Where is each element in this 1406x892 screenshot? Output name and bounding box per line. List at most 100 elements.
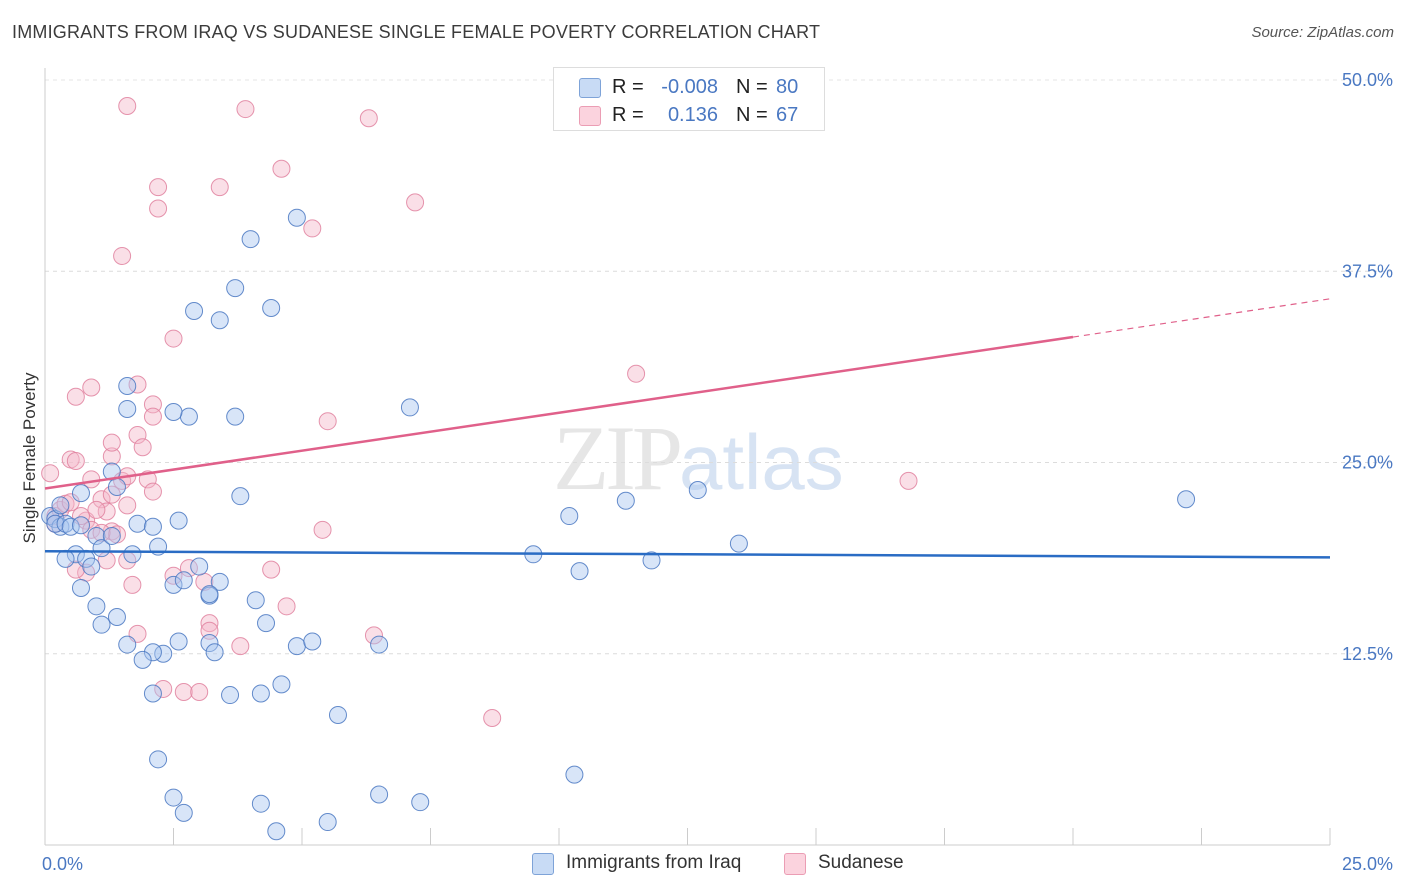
sudanese-point [318, 412, 337, 431]
iraq-point [616, 491, 635, 510]
sudanese-point [359, 109, 378, 128]
tick-labels: 12.5% 25.0% 37.5% 50.0% 0.0% 25.0% [42, 70, 1393, 874]
sudanese-point [303, 219, 322, 238]
sudanese-point [262, 560, 281, 579]
iraq-point [565, 765, 584, 784]
legend-r-label: R = [612, 104, 644, 126]
legend-n-value: 80 [776, 76, 799, 98]
iraq-point [241, 230, 260, 249]
iraq-point [411, 793, 430, 812]
legend-r-label: R = [612, 76, 644, 98]
sudanese-point [143, 395, 162, 414]
iraq-point [318, 813, 337, 832]
sudanese-point [102, 433, 121, 452]
sudanese-point [236, 100, 255, 119]
iraq-point [82, 557, 101, 576]
iraq-point [560, 507, 579, 526]
sudanese-point [174, 683, 193, 701]
sudanese-point [41, 464, 60, 483]
iraq-point [262, 298, 281, 317]
iraq-point [231, 487, 250, 506]
iraq-point [1177, 490, 1196, 509]
iraq-point [128, 514, 147, 533]
iraq-point [210, 572, 229, 591]
sudanese-points [41, 97, 918, 728]
iraq-point [66, 545, 85, 564]
iraq-point [251, 794, 270, 813]
iraq-point [328, 705, 347, 724]
sudanese-point [66, 387, 85, 406]
chart-title: IMMIGRANTS FROM IRAQ VS SUDANESE SINGLE … [12, 22, 821, 42]
sudanese-point [118, 97, 137, 116]
sudanese-point [406, 193, 425, 212]
legend-r-value: 0.136 [667, 104, 718, 126]
iraq-point [71, 484, 90, 503]
iraq-point [102, 526, 121, 545]
legend-n-label: N = [736, 104, 768, 126]
y-tick-label: 50.0% [1342, 70, 1393, 90]
legend-row-iraq: R = -0.008 N = 80 [554, 74, 824, 100]
iraq-point [200, 585, 219, 604]
sudanese-point [200, 614, 219, 633]
axes [44, 68, 1331, 846]
iraq-point [287, 208, 306, 227]
iraq-point [174, 803, 193, 822]
iraq-point [56, 549, 75, 568]
x-tick-label-max: 25.0% [1342, 854, 1393, 874]
sudanese-point [143, 407, 162, 426]
iraq-point [56, 514, 75, 533]
legend-r-value: -0.008 [661, 76, 718, 98]
iraq-point [46, 514, 65, 533]
sudanese-point [113, 246, 132, 265]
iraq-point [370, 785, 389, 804]
legend-label-iraq: Immigrants from Iraq [566, 852, 742, 873]
iraq-point [246, 591, 265, 610]
sudanese-point [899, 471, 918, 490]
sudanese-point [154, 679, 173, 698]
sudanese-point [118, 496, 137, 515]
iraq-point [123, 545, 142, 564]
iraq-point [118, 399, 137, 418]
sudanese-point [277, 597, 296, 616]
iraq-point [688, 481, 707, 500]
legend-swatch-iraq [579, 78, 601, 98]
iraq-point [143, 684, 162, 703]
iraq-point [107, 477, 126, 496]
legend-n-value: 67 [776, 104, 799, 126]
legend-n-label: N = [736, 76, 768, 98]
iraq-point [133, 650, 152, 669]
sudanese-point [87, 500, 106, 519]
sudanese-point [149, 199, 168, 218]
iraq-point [570, 562, 589, 581]
iraq-point [642, 551, 661, 570]
iraq-point [200, 634, 219, 653]
iraq-point [149, 750, 168, 769]
sudanese-point [82, 378, 101, 397]
legend-swatch-sudanese [579, 106, 601, 126]
iraq-point [185, 302, 204, 321]
sudanese-point [133, 438, 152, 457]
sudanese-point [210, 178, 229, 197]
iraq-points [41, 208, 1196, 841]
sudanese-point [627, 364, 646, 383]
iraq-point [190, 557, 209, 576]
iraq-point [370, 635, 389, 654]
iraq-point [205, 643, 224, 662]
iraq-point [51, 496, 70, 515]
stats-legend: R = -0.008 N = 80 R = 0.136 N = 67 [553, 67, 825, 131]
sudanese-point [102, 447, 121, 466]
iraq-point [251, 684, 270, 703]
sudanese-point [200, 621, 219, 640]
legend-label-sudanese: Sudanese [818, 852, 904, 873]
iraq-point [287, 637, 306, 656]
iraq-point [169, 632, 188, 651]
x-tick-label-min: 0.0% [42, 854, 83, 874]
sudanese-trend-line [44, 335, 1074, 490]
iraq-point [226, 279, 245, 298]
iraq-point [267, 822, 286, 841]
y-axis-label: Single Female Poverty [20, 372, 39, 544]
sudanese-point [164, 566, 183, 585]
sudanese-point [61, 493, 80, 512]
iraq-point [400, 398, 419, 417]
iraq-point [143, 517, 162, 536]
